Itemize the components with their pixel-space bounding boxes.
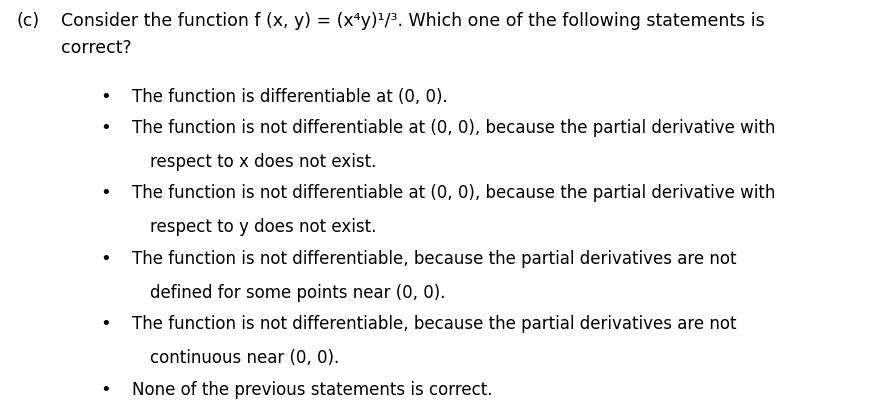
Text: continuous near (0, 0).: continuous near (0, 0).: [150, 349, 340, 366]
Text: •: •: [100, 315, 111, 332]
Text: The function is not differentiable, because the partial derivatives are not: The function is not differentiable, beca…: [132, 315, 737, 332]
Text: The function is not differentiable at (0, 0), because the partial derivative wit: The function is not differentiable at (0…: [132, 184, 776, 202]
Text: respect to x does not exist.: respect to x does not exist.: [150, 153, 376, 171]
Text: defined for some points near (0, 0).: defined for some points near (0, 0).: [150, 283, 446, 301]
Text: •: •: [100, 88, 111, 105]
Text: •: •: [100, 249, 111, 267]
Text: •: •: [100, 380, 111, 398]
Text: Consider the function f (x, y) = (x⁴y)¹/³. Which one of the following statements: Consider the function f (x, y) = (x⁴y)¹/…: [61, 12, 764, 30]
Text: The function is not differentiable, because the partial derivatives are not: The function is not differentiable, beca…: [132, 249, 737, 267]
Text: correct?: correct?: [61, 38, 131, 57]
Text: respect to y does not exist.: respect to y does not exist.: [150, 218, 376, 236]
Text: The function is differentiable at (0, 0).: The function is differentiable at (0, 0)…: [132, 88, 448, 105]
Text: The function is not differentiable at (0, 0), because the partial derivative wit: The function is not differentiable at (0…: [132, 119, 776, 137]
Text: (c): (c): [16, 12, 39, 30]
Text: None of the previous statements is correct.: None of the previous statements is corre…: [132, 380, 493, 398]
Text: •: •: [100, 184, 111, 202]
Text: •: •: [100, 119, 111, 137]
